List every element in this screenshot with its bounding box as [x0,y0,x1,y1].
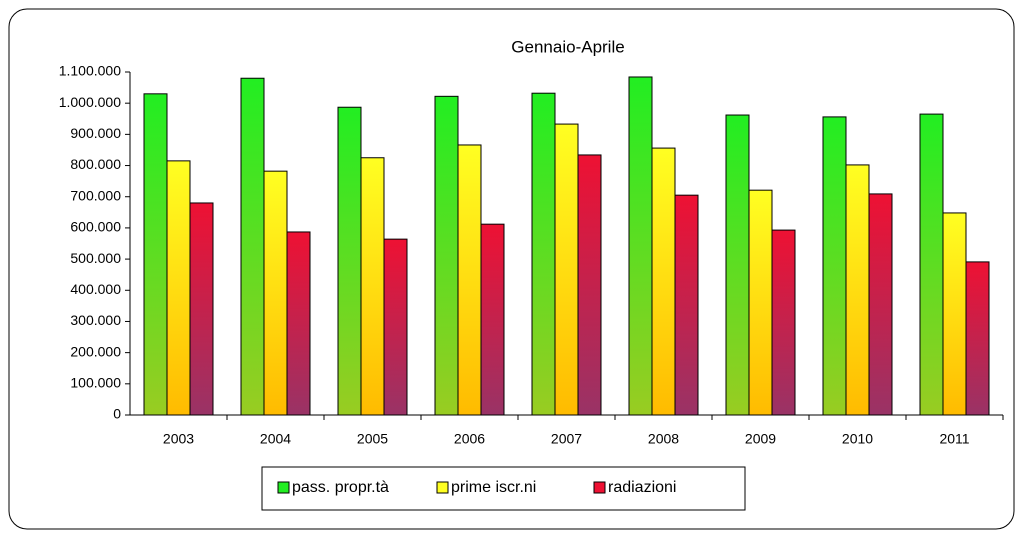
bar [480,223,505,416]
legend-swatch [593,481,606,494]
bar [651,147,676,416]
bar [748,189,773,416]
bar [383,238,408,416]
bar [554,123,579,416]
y-tick-label: 700.000 [70,187,121,203]
bar [942,212,967,416]
x-tick-label: 2006 [454,431,485,447]
y-tick-label: 500.000 [70,250,121,266]
x-tick-label: 2011 [939,431,969,447]
bar [337,106,362,416]
y-tick-label: 600.000 [70,219,121,235]
legend-swatch [436,481,449,494]
bar [531,92,556,416]
bar [189,202,214,416]
bar [628,76,653,416]
y-tick-label: 900.000 [70,125,121,141]
y-tick-label: 100.000 [70,375,121,391]
y-tick-label: 0 [113,406,121,422]
legend-box [261,466,746,511]
bar [725,114,750,416]
y-tick-label: 1.100.000 [59,63,121,79]
bar [263,170,288,416]
bar [822,116,847,416]
bar [240,77,265,416]
x-tick-label: 2004 [260,431,291,447]
bar [674,194,699,416]
y-tick-label: 200.000 [70,343,121,359]
x-tick-label: 2009 [745,431,776,447]
legend-label: prime iscr.ni [451,479,536,496]
x-tick-label: 2005 [357,431,388,447]
x-tick-label: 2003 [163,431,194,447]
bar [771,229,796,416]
y-tick-label: 300.000 [70,312,121,328]
x-tick-label: 2008 [648,431,679,447]
bar [166,160,191,416]
bar [434,95,459,416]
legend-label: pass. propr.tà [292,479,389,496]
bar [845,164,870,416]
y-tick-label: 400.000 [70,281,121,297]
bar [577,154,602,416]
bar [143,93,168,416]
y-tick-label: 1.000.000 [59,94,121,110]
y-tick-label: 800.000 [70,156,121,172]
bar [868,193,893,416]
legend-swatch [277,481,290,494]
bar [457,144,482,416]
bar [919,113,944,416]
bar [286,231,311,416]
bar [965,261,990,416]
x-tick-label: 2007 [551,431,582,447]
legend-label: radiazioni [608,479,676,496]
chart-title: Gennaio-Aprile [511,37,624,56]
bar [360,157,385,416]
x-tick-label: 2010 [842,431,873,447]
